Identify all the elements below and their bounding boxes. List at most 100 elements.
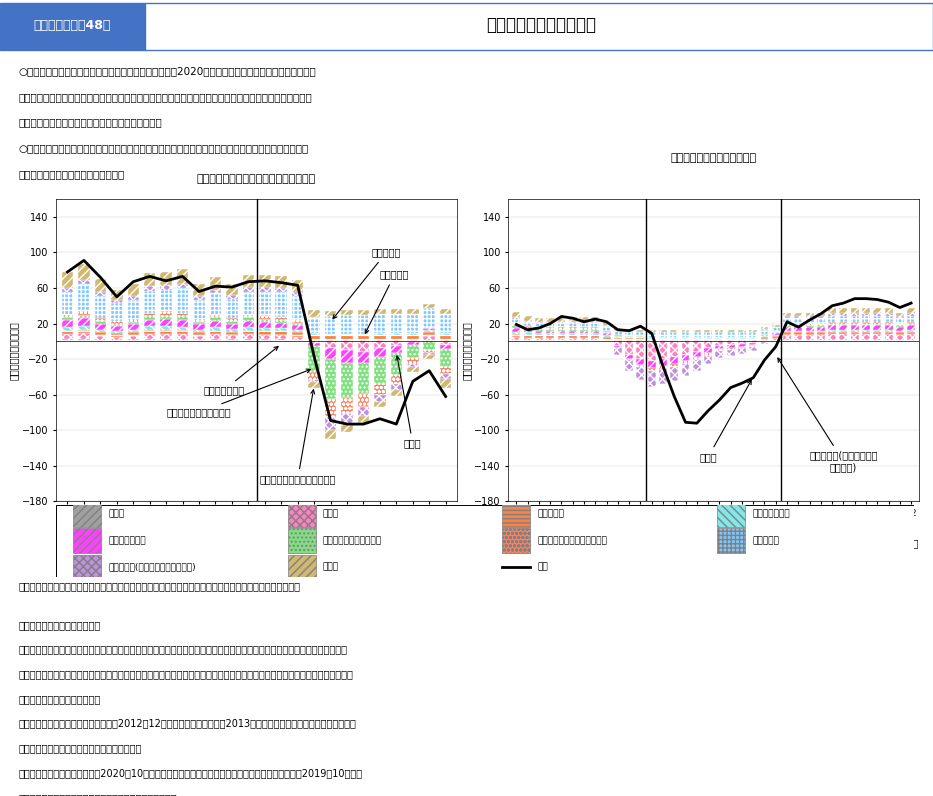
Bar [275,320,287,322]
Bar [424,355,435,359]
Bar [907,315,915,322]
Bar [325,417,336,431]
Bar [558,329,565,330]
Bar [535,322,543,327]
Bar [144,291,156,313]
Bar [535,335,543,338]
FancyBboxPatch shape [287,555,315,579]
Bar [659,369,667,384]
Bar [357,314,369,334]
Bar [760,342,769,344]
Bar [62,272,74,288]
Bar [292,296,303,320]
Bar [592,338,599,340]
Bar [670,338,678,341]
Bar [569,318,577,322]
Bar [259,330,271,335]
Bar [357,416,369,423]
Bar [94,340,106,341]
Bar [193,319,204,322]
Bar [357,352,369,363]
Bar [682,332,689,337]
Bar [325,317,336,334]
Bar [111,321,122,323]
Bar [636,338,645,341]
Bar [829,323,836,326]
Bar [907,308,915,313]
Bar [94,292,106,296]
Bar [884,313,893,315]
Bar [512,323,521,326]
Bar [817,317,825,318]
Bar [374,384,385,395]
Bar [840,340,847,341]
Bar [111,330,122,334]
Bar [896,326,904,327]
Bar [177,317,188,320]
Bar [128,333,139,336]
Bar [636,365,645,367]
Bar [325,335,336,340]
Bar [391,384,402,390]
FancyBboxPatch shape [717,501,745,527]
Bar [727,350,734,357]
Bar [907,340,915,341]
Bar [614,330,621,335]
Text: 2008: 2008 [566,517,591,528]
Text: 第１－（５）－48図: 第１－（５）－48図 [34,18,110,32]
Bar [727,337,734,338]
Bar [682,364,689,376]
Bar [259,335,271,338]
Bar [783,327,791,330]
Bar [817,325,825,326]
Bar [829,334,836,340]
FancyBboxPatch shape [502,528,530,553]
Bar [760,337,769,338]
Bar [407,364,419,367]
Bar [523,335,532,338]
Text: 卸売業，小売業: 卸売業，小売業 [203,346,278,396]
Bar [309,343,320,345]
Bar [682,337,689,338]
Text: 資料出所　総務省統計局「労働力調査（基本集計）」をもとに厚生労働省政策統括官付政策統括室にて作成: 資料出所 総務省統計局「労働力調査（基本集計）」をもとに厚生労働省政策統括官付政… [19,581,300,591]
Bar [424,353,435,355]
Bar [851,332,858,334]
Bar [523,317,532,321]
Bar [309,318,320,334]
Bar [210,277,221,290]
Bar [512,332,521,334]
Bar [210,338,221,341]
Bar [760,341,769,342]
Bar [243,291,254,314]
Bar [794,333,802,335]
Bar [259,319,271,322]
Bar [407,358,419,364]
Bar [851,315,858,322]
Bar [226,295,238,298]
Bar [144,317,156,320]
Bar [829,315,836,322]
Text: サービス業(他に分類されないもの): サービス業(他に分類されないもの) [108,563,196,572]
Bar [407,334,419,335]
Bar [716,330,723,332]
Text: 新型コロナウイルス感染症の感染拡大期: 新型コロナウイルス感染症の感染拡大期 [197,174,316,184]
Bar [907,334,915,340]
Bar [716,332,723,337]
Bar [357,310,369,314]
Bar [341,335,353,340]
FancyBboxPatch shape [0,3,145,50]
Text: 宿泊業，飲食サービス業: 宿泊業，飲食サービス業 [167,369,311,418]
Bar [128,330,139,333]
Bar [873,313,882,315]
Bar [580,334,588,335]
Bar [523,333,532,335]
Bar [569,334,577,335]
Bar [772,341,780,342]
Bar [210,327,221,330]
Bar [636,359,645,365]
Bar [670,357,678,365]
Bar [603,337,610,340]
Bar [558,330,565,334]
Bar [128,296,139,299]
Bar [62,314,74,318]
